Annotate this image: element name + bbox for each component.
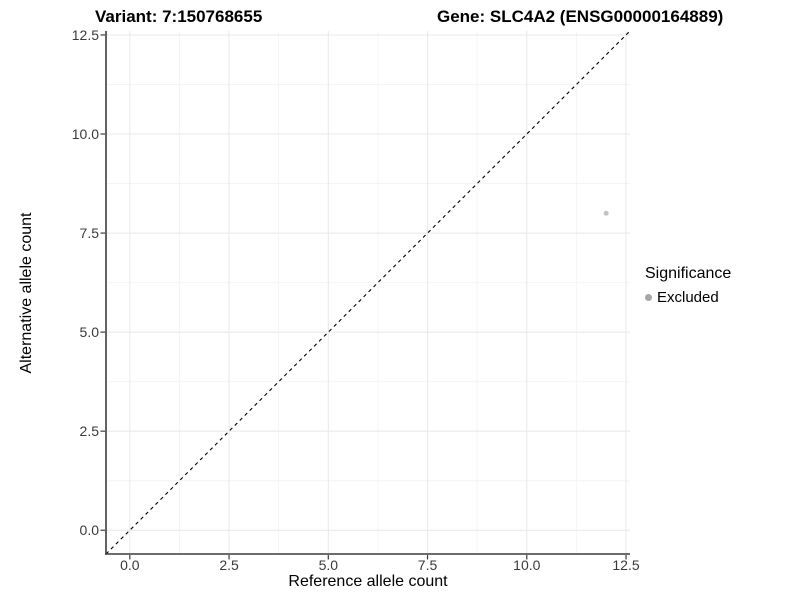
legend: Significance Excluded bbox=[645, 265, 731, 306]
x-axis-title: Reference allele count bbox=[288, 573, 448, 590]
y-tick-label: 12.5 bbox=[71, 26, 99, 43]
x-tick-label: 2.5 bbox=[219, 557, 239, 573]
legend-item: Excluded bbox=[645, 289, 731, 306]
x-tick-label: 5.0 bbox=[318, 557, 339, 573]
gene-title: Gene: SLC4A2 (ENSG00000164889) bbox=[437, 7, 724, 26]
legend-title: Significance bbox=[645, 265, 732, 282]
y-axis-title: Alternative allele count bbox=[18, 212, 35, 374]
x-tick-label: 10.0 bbox=[513, 557, 541, 573]
legend-item-label: Excluded bbox=[657, 289, 719, 306]
y-tick-label: 5.0 bbox=[79, 324, 99, 341]
legend-items: Excluded bbox=[645, 289, 731, 306]
legend-marker-circle bbox=[645, 294, 652, 301]
variant-title: Variant: 7:150768655 bbox=[95, 7, 263, 26]
y-tick-label: 7.5 bbox=[79, 225, 99, 242]
y-tick-label: 2.5 bbox=[79, 423, 99, 440]
identity-reference-line bbox=[105, 30, 631, 555]
x-tick-label: 0.0 bbox=[120, 557, 140, 573]
x-tick-label: 12.5 bbox=[612, 557, 640, 573]
x-tick-label: 7.5 bbox=[417, 557, 438, 573]
y-tick-label: 0.0 bbox=[79, 522, 99, 539]
y-tick-label: 10.0 bbox=[71, 126, 99, 142]
data-point bbox=[603, 210, 609, 216]
